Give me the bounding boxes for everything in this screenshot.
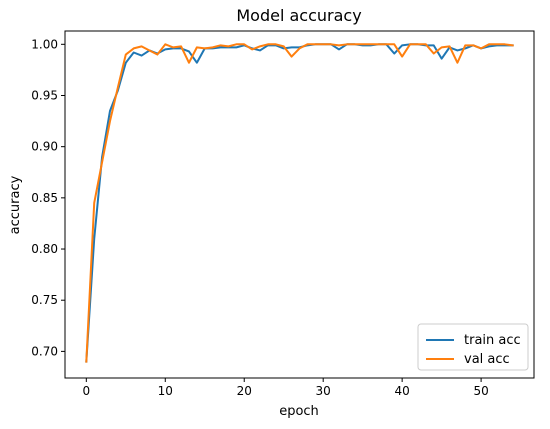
y-axis: 0.70 0.75 0.80 0.85 0.90 0.95 1.00 xyxy=(31,37,65,358)
y-tick-label: 0.85 xyxy=(31,191,58,205)
legend-label-train-acc: train acc xyxy=(464,333,521,348)
series-lines xyxy=(85,43,514,363)
x-tick-label: 0 xyxy=(82,384,90,398)
x-tick-label: 10 xyxy=(158,384,173,398)
x-tick-label: 30 xyxy=(316,384,331,398)
chart-title: Model accuracy xyxy=(236,6,361,25)
legend-label-val-acc: val acc xyxy=(464,352,510,367)
y-axis-label: accuracy xyxy=(8,175,23,234)
plot-area xyxy=(64,30,535,379)
y-tick-label: 0.90 xyxy=(31,140,58,154)
y-tick-label: 0.80 xyxy=(31,242,58,256)
y-tick-label: 0.70 xyxy=(31,344,58,358)
x-axis: 0 10 20 30 40 50 xyxy=(82,378,489,398)
x-axis-label: epoch xyxy=(279,404,319,419)
x-tick-label: 50 xyxy=(473,384,488,398)
y-tick-label: 1.00 xyxy=(31,37,58,51)
x-tick-label: 20 xyxy=(237,384,252,398)
y-tick-label: 0.75 xyxy=(31,293,58,307)
y-tick-label: 0.95 xyxy=(31,88,58,102)
x-tick-label: 40 xyxy=(395,384,410,398)
legend: train acc val acc xyxy=(417,323,529,371)
